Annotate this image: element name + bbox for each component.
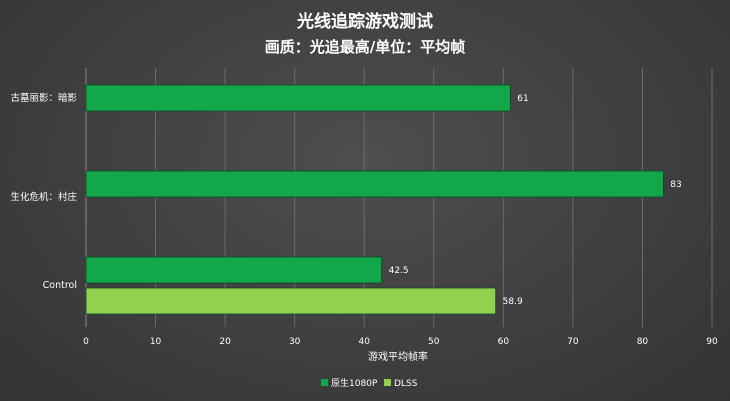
x-tick-label: 20 bbox=[219, 337, 231, 347]
x-axis-ticks: 0 10 20 30 40 50 60 70 80 90 bbox=[83, 337, 718, 347]
x-tick-label: 0 bbox=[83, 337, 89, 347]
legend: 原生1080P DLSS bbox=[321, 377, 418, 389]
chart-title: 光线追踪游戏测试 bbox=[296, 11, 433, 32]
x-tick-label: 50 bbox=[428, 337, 440, 347]
legend-label: DLSS bbox=[394, 379, 418, 389]
bar-native bbox=[85, 170, 664, 198]
data-label: 42.5 bbox=[389, 266, 409, 276]
data-label: 61 bbox=[517, 94, 528, 104]
x-tick-label: 40 bbox=[358, 337, 370, 347]
x-tick-label: 10 bbox=[150, 337, 162, 347]
x-tick-label: 70 bbox=[567, 337, 579, 347]
bar-native bbox=[85, 84, 511, 112]
category-label: Control bbox=[43, 280, 77, 291]
category-label: 生化危机：村庄 bbox=[10, 191, 77, 203]
bars: 61 83 42.5 58.9 bbox=[85, 84, 682, 315]
category-label: 古墓丽影：暗影 bbox=[10, 92, 77, 104]
x-tick-label: 80 bbox=[637, 337, 649, 347]
data-label: 58.9 bbox=[503, 297, 523, 307]
x-axis-title: 游戏平均帧率 bbox=[368, 350, 428, 363]
x-tick-label: 30 bbox=[289, 337, 301, 347]
bar-native bbox=[85, 256, 383, 284]
data-label: 83 bbox=[670, 180, 681, 190]
x-tick-label: 60 bbox=[498, 337, 510, 347]
legend-swatch bbox=[321, 379, 328, 386]
x-tick-label: 90 bbox=[706, 337, 718, 347]
chart-subtitle: 画质：光追最高/单位：平均帧 bbox=[265, 38, 465, 56]
legend-label: 原生1080P bbox=[331, 377, 378, 389]
legend-swatch bbox=[384, 379, 391, 386]
bar-dlss bbox=[85, 287, 497, 315]
